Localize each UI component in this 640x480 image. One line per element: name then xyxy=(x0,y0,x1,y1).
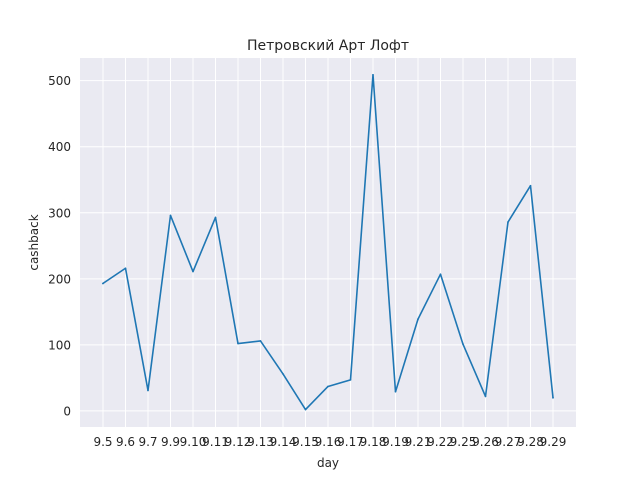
data-point xyxy=(304,408,307,411)
y-tick-label: 500 xyxy=(48,74,71,88)
data-point xyxy=(124,267,127,270)
data-point xyxy=(214,216,217,219)
x-tick-label: 9.17 xyxy=(337,435,364,449)
x-tick-label: 9.25 xyxy=(450,435,477,449)
x-tick-label: 9.12 xyxy=(225,435,252,449)
x-tick-label: 9.19 xyxy=(382,435,409,449)
y-tick-label: 100 xyxy=(48,338,71,352)
x-tick-label: 9.15 xyxy=(292,435,319,449)
data-point xyxy=(349,379,352,381)
y-tick-label: 0 xyxy=(63,404,71,418)
y-tick-labels: 0 100 200 300 400 500 xyxy=(48,74,71,418)
y-tick-label: 300 xyxy=(48,206,71,220)
data-point xyxy=(507,221,509,223)
data-point xyxy=(462,343,464,346)
data-point xyxy=(394,390,397,393)
data-point xyxy=(552,396,554,399)
x-tick-label: 9.9 xyxy=(161,435,180,449)
y-tick-label: 400 xyxy=(48,140,71,154)
data-point xyxy=(237,342,239,345)
y-axis-label: cashback xyxy=(27,214,41,270)
x-tick-labels: 9.5 9.6 9.7 9.9 9.109.119.129.139.149.159.16… xyxy=(93,435,566,449)
x-tick-label: 9.28 xyxy=(517,435,544,449)
x-tick-label: 9.5 xyxy=(93,435,112,449)
x-tick-label: 9.27 xyxy=(495,435,522,449)
x-tick-label: 9.16 xyxy=(315,435,342,449)
data-point xyxy=(484,395,487,398)
data-point xyxy=(417,318,419,320)
data-point xyxy=(147,389,149,392)
data-point xyxy=(372,73,374,76)
x-tick-label: 9.13 xyxy=(247,435,274,449)
chart-title: Петровский Арт Лофт xyxy=(247,38,409,54)
data-point xyxy=(169,214,172,217)
data-point xyxy=(439,273,442,276)
x-gridlines xyxy=(102,58,554,427)
x-tick-label: 9.14 xyxy=(270,435,297,449)
x-axis-label: day xyxy=(317,456,339,470)
data-point xyxy=(282,373,284,375)
x-tick-label: 9.11 xyxy=(202,435,229,449)
data-point xyxy=(529,184,532,187)
x-tick-label: 9.21 xyxy=(405,435,432,449)
x-tick-label: 9.7 xyxy=(138,435,157,449)
x-tick-label: 9.26 xyxy=(472,435,499,449)
y-tick-label: 200 xyxy=(48,272,71,286)
series-layer xyxy=(101,73,554,411)
x-tick-label: 9.18 xyxy=(360,435,387,449)
x-tick-label: 9.29 xyxy=(540,435,567,449)
data-point xyxy=(102,282,104,285)
data-point xyxy=(192,270,194,273)
data-point xyxy=(259,340,262,342)
x-tick-label: 9.22 xyxy=(427,435,454,449)
data-point xyxy=(327,385,329,388)
x-tick-label: 9.6 xyxy=(116,435,135,449)
x-tick-label: 9.10 xyxy=(180,435,207,449)
